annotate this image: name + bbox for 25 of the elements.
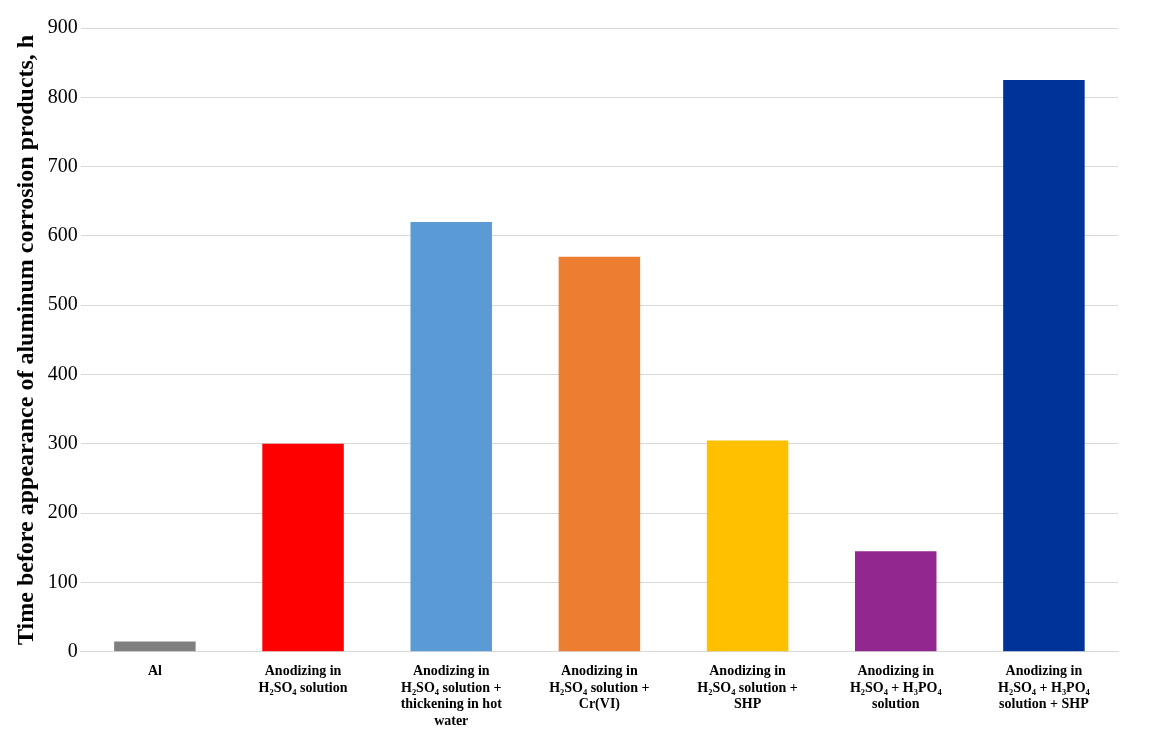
y-tick-label: 500 xyxy=(47,292,78,315)
y-tick-label: 600 xyxy=(47,223,78,246)
y-tick-label: 200 xyxy=(47,500,78,523)
y-tick-label: 900 xyxy=(47,15,78,38)
bar xyxy=(706,440,789,652)
x-tick-label: Anodizing in H₂SO₄ + H₃PO₄ solution + SHP xyxy=(998,662,1091,712)
bar xyxy=(1003,79,1085,652)
y-tick-label: 0 xyxy=(67,639,78,662)
x-tick-label: Anodizing in H₂SO₄ solution + Cr(VI) xyxy=(549,662,650,713)
y-tick-label: 700 xyxy=(47,153,78,176)
bar xyxy=(114,641,196,652)
bar xyxy=(855,551,937,652)
bar xyxy=(558,256,641,652)
y-tick-label: 100 xyxy=(47,569,78,592)
y-axis-title: Time before appearance of aluminum corrosion products, h xyxy=(11,34,38,646)
y-tick-label: 300 xyxy=(47,431,78,454)
y-tick-label: 400 xyxy=(47,361,78,384)
y-tick-label: 800 xyxy=(47,84,78,107)
x-tick-label: Anodizing in H₂SO₄ solution + thickening in hot water xyxy=(400,662,503,729)
x-tick-label: Al xyxy=(147,662,162,678)
x-tick-label: Anodizing in H₂SO₄ solution + SHP xyxy=(697,662,798,712)
x-tick-label: Anodizing in H₂SO₄ + H₃PO₄ solution xyxy=(849,662,943,712)
x-tick-label: Anodizing in H₂SO₄ solution xyxy=(258,662,348,695)
bar xyxy=(410,222,492,652)
bar xyxy=(262,443,344,652)
